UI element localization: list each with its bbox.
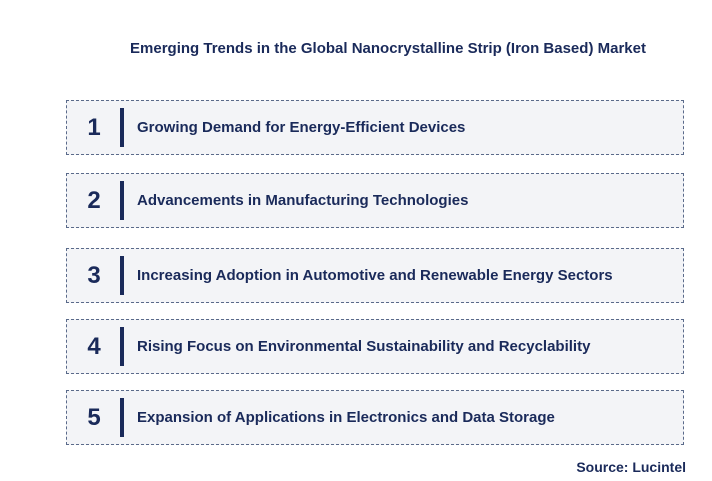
item-number: 3 xyxy=(87,261,101,289)
item-label: Expansion of Applications in Electronics… xyxy=(137,409,555,426)
item-label: Increasing Adoption in Automotive and Re… xyxy=(137,267,613,284)
item-label: Advancements in Manufacturing Technologi… xyxy=(137,192,469,209)
item-number: 5 xyxy=(87,403,101,431)
trend-item: 1 Growing Demand for Energy-Efficient Dev… xyxy=(66,100,684,155)
divider xyxy=(120,398,124,437)
item-label: Rising Focus on Environmental Sustainabi… xyxy=(137,338,591,355)
trend-item: 2 Advancements in Manufacturing Technolog… xyxy=(66,173,684,228)
item-number: 4 xyxy=(87,332,101,360)
trend-item: 3 Increasing Adoption in Automotive and R… xyxy=(66,248,684,303)
item-number: 2 xyxy=(87,186,101,214)
divider xyxy=(120,108,124,147)
trend-item: 5 Expansion of Applications in Electronic… xyxy=(66,390,684,445)
item-number: 1 xyxy=(87,113,101,141)
divider xyxy=(120,181,124,220)
trend-item: 4 Rising Focus on Environmental Sustainab… xyxy=(66,319,684,374)
item-label: Growing Demand for Energy-Efficient Devi… xyxy=(137,119,466,136)
divider xyxy=(120,256,124,295)
title: Emerging Trends in the Global Nanocrysta… xyxy=(130,40,646,57)
source: Source: Lucintel xyxy=(576,459,686,475)
divider xyxy=(120,327,124,366)
